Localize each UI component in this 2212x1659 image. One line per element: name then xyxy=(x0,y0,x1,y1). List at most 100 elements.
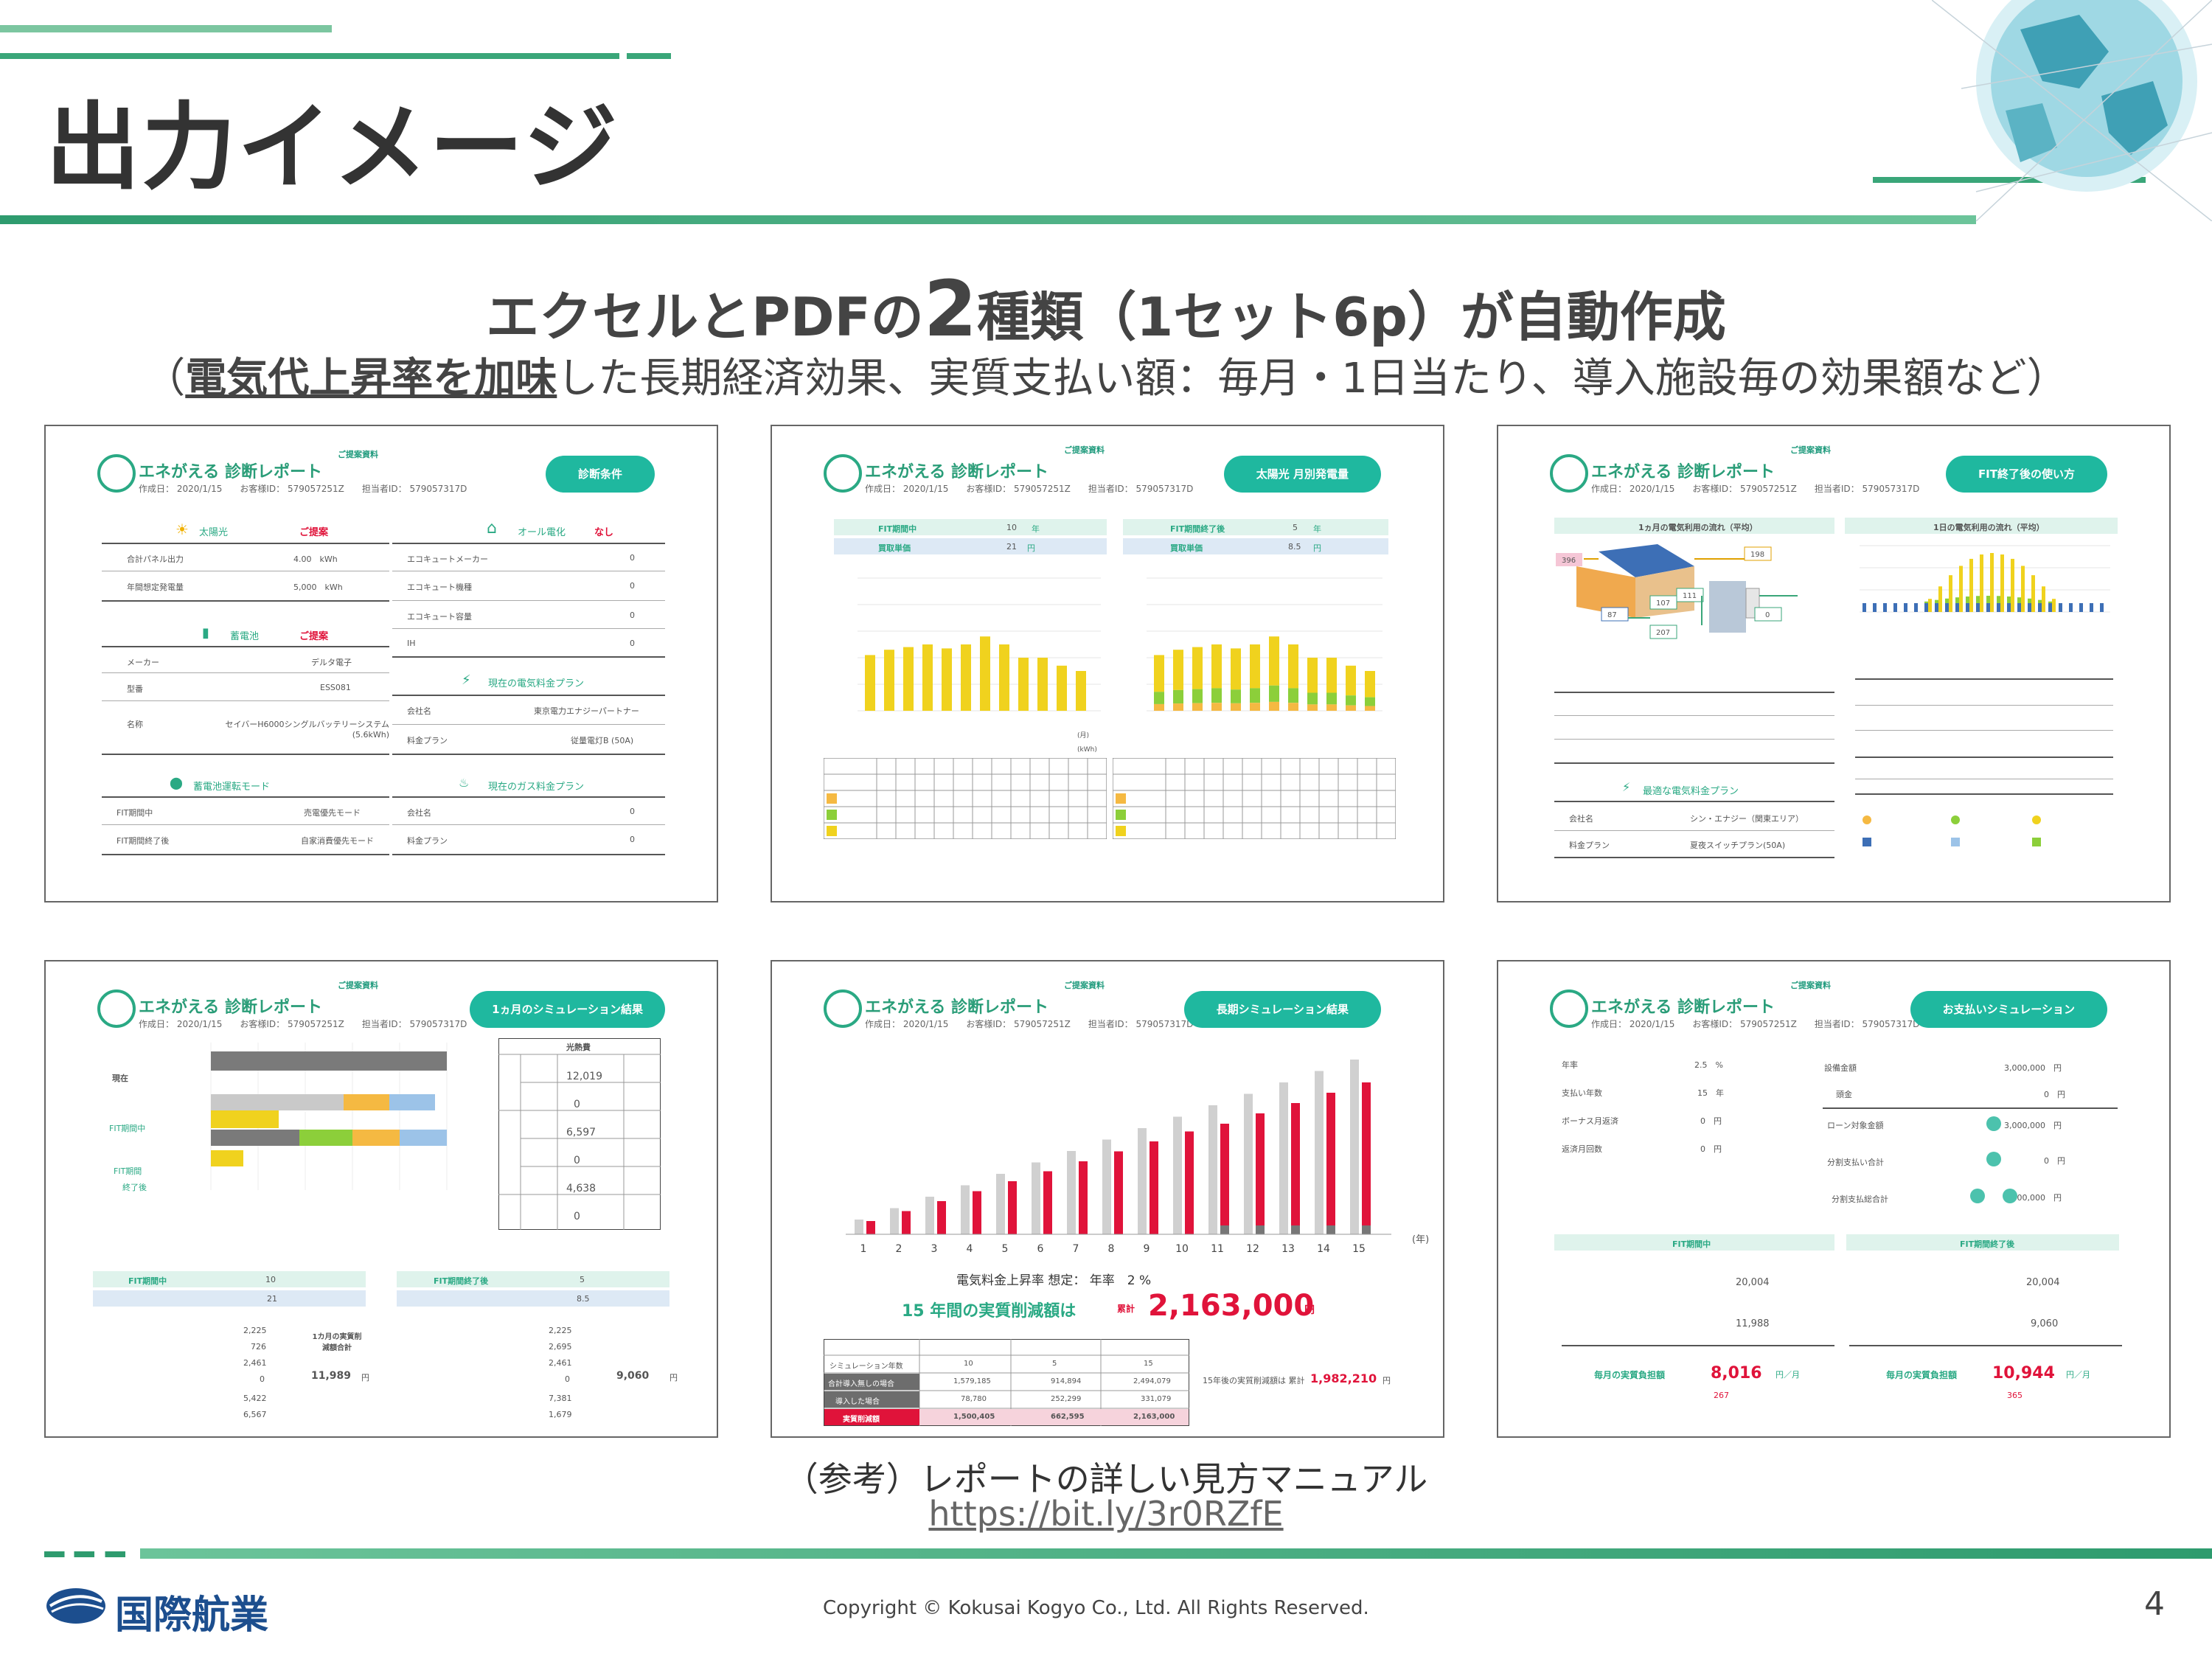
bar-segment xyxy=(2017,603,2021,612)
row-key: 合計パネル出力 xyxy=(127,554,184,564)
left-total-label: 1カ月の実質削減額合計 xyxy=(312,1333,362,1352)
divider xyxy=(392,600,665,601)
subline-emphasis: 電気代上昇率を加味 xyxy=(185,355,557,403)
bar xyxy=(996,1174,1005,1234)
company-name: 国際航業 xyxy=(115,1593,269,1638)
divider xyxy=(1554,857,1834,858)
post-band-label: FIT期間終了後 xyxy=(1960,1239,2015,1249)
report-meta: 作成日： 2020/1/15 お客様ID： 579057251Z 担当者ID： … xyxy=(139,484,467,494)
row-key: エコキュート容量 xyxy=(407,612,472,622)
divider xyxy=(1554,762,1834,764)
left-item: 726 xyxy=(251,1342,266,1352)
left-total: 11,989 xyxy=(311,1370,352,1382)
x-unit: (年) xyxy=(1412,1234,1430,1245)
post-band-value: 5 xyxy=(1293,523,1298,532)
header-underline xyxy=(0,215,1976,224)
x-tick-label: 14 xyxy=(1317,1243,1330,1255)
bar xyxy=(942,648,952,711)
row-value: ESS081 xyxy=(320,683,351,692)
header-deco-bar-top xyxy=(0,25,332,32)
bolt-icon: ⚡ xyxy=(462,672,471,688)
table-cell: 331,079 xyxy=(1141,1395,1172,1403)
report-meta: 作成日： 2020/1/15 お客様ID： 579057251Z 担当者ID： … xyxy=(139,1019,467,1029)
bar xyxy=(1138,1128,1147,1234)
bar-segment xyxy=(1250,688,1260,703)
row-key: 型番 xyxy=(127,684,143,694)
manual-link[interactable]: https://bit.ly/3r0RZfE xyxy=(928,1494,1284,1534)
bar-segment xyxy=(1969,558,1973,612)
left-item: 5,422 xyxy=(243,1394,267,1403)
report-logo-icon xyxy=(824,990,862,1028)
bar-segment xyxy=(2021,566,2025,612)
plan-label: 現在の電気料金プラン xyxy=(488,678,585,689)
right-item: 7,381 xyxy=(549,1394,572,1403)
bar xyxy=(973,1191,981,1234)
bar xyxy=(1350,1060,1359,1234)
x-tick-label: 12 xyxy=(1246,1243,1259,1255)
table-cell: 1,579,185 xyxy=(953,1377,991,1385)
post-price-band xyxy=(397,1290,669,1307)
day-flow-title-band xyxy=(1845,518,2118,534)
bar xyxy=(890,1208,899,1234)
divider xyxy=(1554,801,1834,802)
table-value: 12,019 xyxy=(566,1071,602,1082)
left-item: 6,567 xyxy=(243,1410,267,1419)
row-key: 設備金額 xyxy=(1824,1063,1857,1073)
row-key: 料金プラン xyxy=(407,736,448,745)
report-panel-conditions: エネがえる 診断レポート 作成日： 2020/1/15 お客様ID： 57905… xyxy=(44,425,718,902)
row-value: 3,000,000 円 xyxy=(2004,1063,2062,1073)
bar-segment xyxy=(2028,603,2031,612)
bar-segment xyxy=(2100,603,2104,612)
report-panel-long-term: エネがえる 診断レポート 作成日： 2020/1/15 お客様ID： 57905… xyxy=(771,960,1444,1438)
flow-value: 198 xyxy=(1750,551,1765,559)
table-cell: 914,894 xyxy=(1051,1377,1082,1385)
sun-icon: ☀ xyxy=(175,521,189,538)
bar xyxy=(902,1211,911,1234)
row-value: 2.5 % xyxy=(1694,1060,1723,1070)
row-key: 年間想定発電量 xyxy=(127,582,184,592)
legend-icons xyxy=(1863,815,2041,846)
divider xyxy=(392,695,665,696)
price-value: 21 xyxy=(1006,542,1017,552)
x-tick-label: 2 xyxy=(896,1243,902,1255)
globe-icon xyxy=(1932,0,2212,221)
header-underline-2 xyxy=(1873,177,2146,183)
step-dots xyxy=(1970,1116,2017,1203)
report-title: エネがえる 診断レポート xyxy=(139,998,323,1017)
post-band-label: FIT期間終了後 xyxy=(1170,524,1225,534)
row-value: 夏夜スイッチプラン(50A) xyxy=(1690,841,1786,850)
x-tick-label: 11 xyxy=(1211,1243,1224,1255)
flow-value: 207 xyxy=(1656,629,1671,637)
x-unit: (月) xyxy=(1077,732,1090,740)
bar-segment xyxy=(2031,575,2035,612)
bar xyxy=(1008,1181,1017,1234)
row-value: セイバーH6000シングルバッテリーシステム (5.6kWh) xyxy=(225,720,390,740)
divider xyxy=(392,754,665,755)
slide-title: 出力イメージ xyxy=(46,93,619,203)
row-key: 会社名 xyxy=(407,706,431,716)
divider xyxy=(102,672,389,673)
row-value: 15 年 xyxy=(1697,1088,1724,1098)
bar-segment xyxy=(1362,1225,1371,1234)
post-band xyxy=(397,1271,669,1287)
daily-usage-chart xyxy=(1860,545,2110,613)
row-label-fit: FIT期間中 xyxy=(109,1124,146,1133)
reference-label: （参考）レポートの詳しい見方マニュアル xyxy=(784,1459,1428,1499)
long-term-bar-chart: 1 2 3 4 5 6 7 8 9 10 11 12 13 14 15 xyxy=(846,1060,1391,1255)
row-value: 4.00 kWh xyxy=(293,554,338,564)
bar-segment xyxy=(2017,597,2021,603)
report-meta: 作成日： 2020/1/15 お客様ID： 579057251Z 担当者ID： … xyxy=(1591,1019,1920,1029)
flow-value: 396 xyxy=(1562,557,1576,565)
bar-segment xyxy=(1250,644,1260,689)
row-value: デルタ電子 xyxy=(311,658,352,667)
report-title: エネがえる 診断レポート xyxy=(865,998,1049,1017)
bar-segment xyxy=(1231,689,1241,703)
report-panel-payment: エネがえる 診断レポート 作成日： 2020/1/15 お客様ID： 57905… xyxy=(1497,960,2171,1438)
x-tick-label: 8 xyxy=(1108,1243,1115,1255)
result-unit: 円／月 xyxy=(1775,1370,1800,1380)
row-value: 0 xyxy=(630,553,635,563)
row-value: 0 円 xyxy=(2044,1090,2065,1099)
table-cell: 2,163,000 xyxy=(1133,1413,1175,1421)
row-key: IH xyxy=(407,639,416,648)
post-years: 5 xyxy=(580,1275,585,1284)
